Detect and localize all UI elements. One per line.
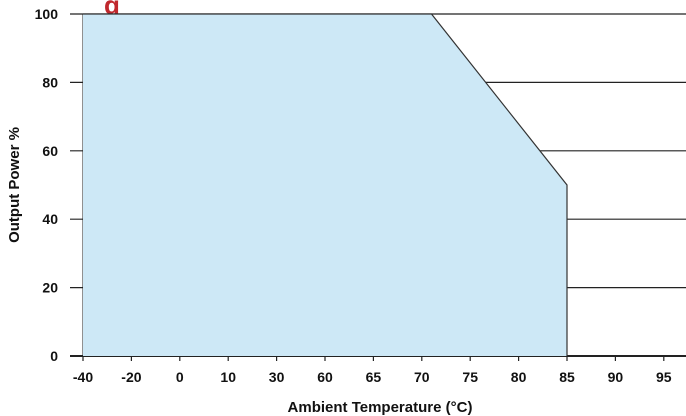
y-tick-labels: 0 20 40 60 80 100 [35,6,59,364]
y-tick-label: 20 [42,280,58,296]
derating-area [83,14,567,356]
y-tick-label: 60 [42,143,58,159]
x-tick-label: 90 [608,369,624,385]
x-tick-label: -20 [121,369,141,385]
x-tick-label: 30 [269,369,285,385]
y-tick-label: 40 [42,211,58,227]
x-tick-label: -40 [73,369,93,385]
y-tick-label: 100 [35,6,59,22]
plot-area [83,13,568,356]
x-tick-labels: -40 -20 0 10 30 60 65 70 75 80 85 90 95 [73,369,672,385]
x-tick-label: 95 [656,369,672,385]
x-tick-label: 75 [462,369,478,385]
x-tick-label: 70 [414,369,430,385]
x-tick-label: 10 [220,369,236,385]
y-tick-label: 80 [42,74,58,90]
derating-curve [83,13,568,356]
x-tick-label: 80 [511,369,527,385]
x-tick-label: 60 [317,369,333,385]
x-tick-label: 65 [366,369,382,385]
y-tick-label: 0 [50,348,58,364]
x-axis-label: Ambient Temperature (°C) [288,399,473,416]
y-axis-label: Output Power % [6,127,23,243]
x-tick-label: 0 [176,369,184,385]
x-tick-label: 85 [559,369,575,385]
